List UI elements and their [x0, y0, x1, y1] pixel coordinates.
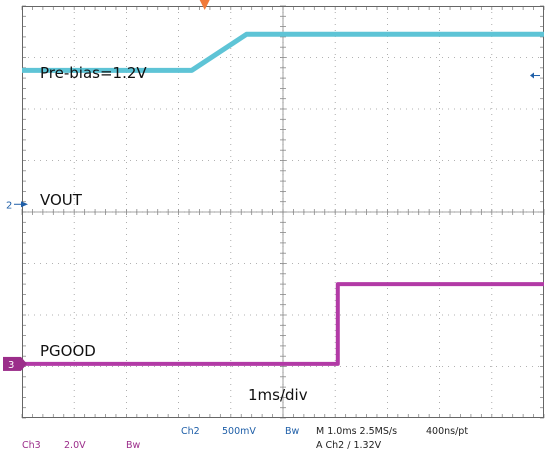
ch3-ground-marker-box	[3, 356, 21, 371]
timebase-readout: M 1.0ms 2.5MS/s	[316, 426, 397, 437]
ch2-ground-marker: 2	[6, 200, 12, 211]
trace-pgood	[22, 282, 544, 366]
trigger-position-marker	[199, 0, 210, 10]
vout-series-label: VOUT	[40, 191, 83, 209]
traces	[22, 31, 544, 366]
status-row-1: Ch2 500mV Bw M 1.0ms 2.5MS/s 400ns/pt	[181, 426, 468, 437]
ch2-label: Ch2	[181, 426, 200, 437]
ch3-label: Ch3	[22, 440, 41, 451]
trigger-readout: A Ch2 ∕ 1.32V	[316, 440, 382, 451]
ch3-bandwidth: Bw	[126, 440, 141, 451]
trigger-level-marker	[530, 72, 534, 79]
trace-vout	[22, 31, 544, 73]
vout-annotation: Pre-bias=1.2V	[40, 64, 147, 82]
ch2-scale: 500mV	[222, 426, 256, 437]
plot-border	[22, 6, 544, 418]
status-row-2: Ch3 2.0V Bw A Ch2 ∕ 1.32V	[22, 440, 382, 451]
ch2-bandwidth: Bw	[285, 426, 300, 437]
ch2-ground-arrow	[21, 201, 28, 208]
markers: 23	[3, 0, 540, 371]
ch3-ground-marker: 3	[8, 360, 14, 371]
ch3-scale: 2.0V	[64, 440, 86, 451]
time-per-point: 400ns/pt	[426, 426, 468, 437]
ch3-ground-arrow	[21, 356, 27, 371]
time-per-div-label: 1ms/div	[248, 386, 308, 404]
pgood-series-label: PGOOD	[40, 342, 96, 360]
